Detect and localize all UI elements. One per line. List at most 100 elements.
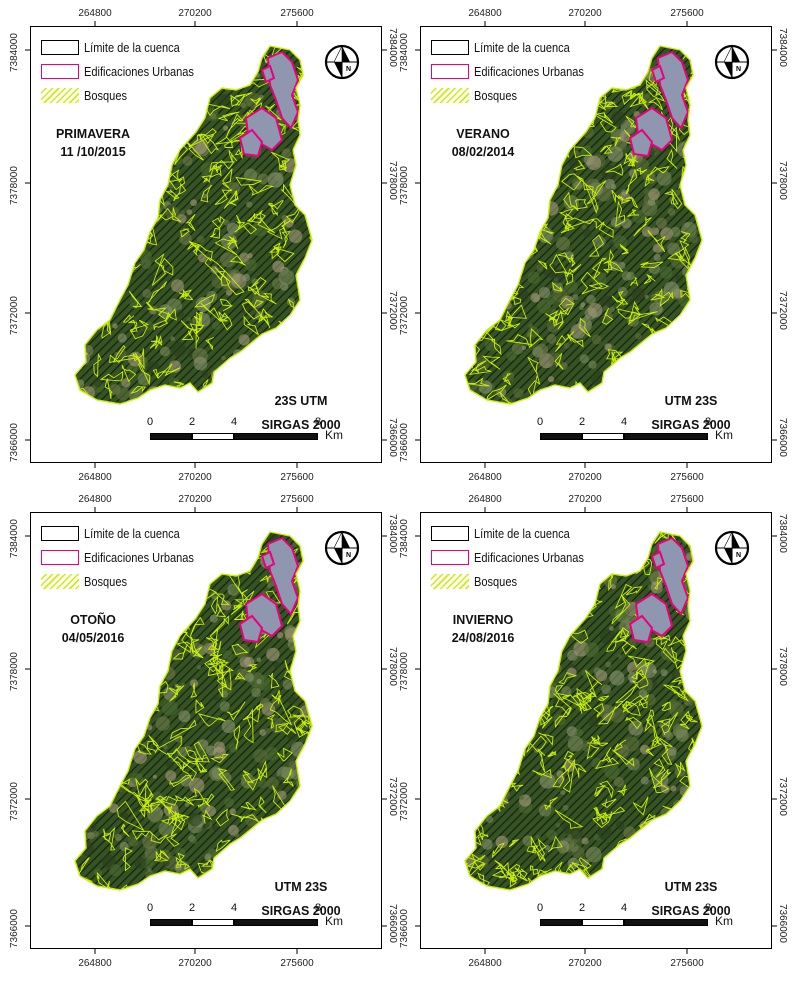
north-label: N xyxy=(736,66,741,73)
scale-label: 2 xyxy=(188,902,196,914)
y-tick-label: 7372000 xyxy=(777,777,788,816)
basin-outline xyxy=(464,45,703,405)
legend-label-urban: Edificaciones Urbanas xyxy=(474,549,584,565)
legend-swatch-forest xyxy=(41,87,79,103)
north-arrow-icon: N xyxy=(324,44,360,80)
legend-label-basin: Límite de la cuenca xyxy=(474,39,570,55)
legend-label-forest: Bosques xyxy=(474,573,518,589)
crs-label: UTM 23S SIRGAS 2000 xyxy=(261,875,340,923)
urban-area xyxy=(266,536,300,616)
x-tick-label: 264800 xyxy=(468,8,502,19)
scale-bar: 0 2 4 8 Km xyxy=(146,416,343,446)
x-tick-label: 275600 xyxy=(670,958,704,969)
north-label: N xyxy=(346,552,351,559)
legend-swatch-basin xyxy=(41,525,79,541)
legend-label-basin: Límite de la cuenca xyxy=(474,525,570,541)
scale-segment xyxy=(582,433,624,440)
x-tick-label: 270200 xyxy=(178,494,212,505)
crs-label: UTM 23S SIRGAS 2000 xyxy=(651,389,730,437)
x-tick-label: 270200 xyxy=(568,472,602,483)
urban-area xyxy=(650,550,666,570)
basin-map: N xyxy=(25,21,387,468)
legend-swatch-forest xyxy=(431,87,469,103)
scale-segment xyxy=(234,919,318,926)
y-tick-label: 7366000 xyxy=(9,909,20,948)
legend-swatch-urban xyxy=(41,63,79,79)
x-tick-label: 275600 xyxy=(670,8,704,19)
basin-map: N xyxy=(25,507,387,954)
legend-item-urban: Edificaciones Urbanas xyxy=(431,59,603,83)
scale-label: 0 xyxy=(536,416,544,428)
north-arrow-icon: N xyxy=(714,530,750,566)
legend-swatch-urban xyxy=(41,549,79,565)
season-name: VERANO xyxy=(456,127,510,141)
basin-map: N xyxy=(415,507,777,954)
crs-label: 23S UTM SIRGAS 2000 xyxy=(261,389,340,437)
map-panel-3: Límite de la cuenca Edificaciones Urbanas… xyxy=(0,486,398,976)
scale-label: 0 xyxy=(146,416,154,428)
urban-area xyxy=(260,550,276,570)
scale-segment xyxy=(234,433,318,440)
legend-item-basin: Límite de la cuenca xyxy=(431,35,603,59)
acquisition-date: 08/02/2014 xyxy=(451,145,515,159)
legend-label-urban: Edificaciones Urbanas xyxy=(84,63,194,79)
crs-datum: SIRGAS 2000 xyxy=(261,904,341,918)
legend-item-basin: Límite de la cuenca xyxy=(431,521,603,545)
crs-zone: UTM 23S xyxy=(664,880,718,894)
x-tick-label: 270200 xyxy=(178,472,212,483)
y-tick-label: 7372000 xyxy=(9,296,20,335)
legend-swatch-urban xyxy=(431,63,469,79)
y-tick-label: 7378000 xyxy=(399,166,410,205)
scale-label: 8 xyxy=(314,902,322,914)
north-arrow-icon: N xyxy=(714,44,750,80)
x-tick-label: 264800 xyxy=(468,958,502,969)
scale-label: 8 xyxy=(704,416,712,428)
north-arrow-icon: N xyxy=(324,530,360,566)
crs-zone: 23S UTM xyxy=(274,394,328,408)
scale-label: 8 xyxy=(704,902,712,914)
legend-label-forest: Bosques xyxy=(84,87,128,103)
y-tick-label: 7372000 xyxy=(9,782,20,821)
crs-label: UTM 23S SIRGAS 2000 xyxy=(651,875,730,923)
legend-label-forest: Bosques xyxy=(84,573,128,589)
y-tick-label: 7378000 xyxy=(399,652,410,691)
crs-zone: UTM 23S xyxy=(664,394,718,408)
urban-area xyxy=(656,536,690,616)
legend-swatch-urban xyxy=(431,549,469,565)
y-tick-label: 7384000 xyxy=(9,519,20,558)
map-legend: Límite de la cuenca Edificaciones Urbanas… xyxy=(41,35,213,107)
legend-item-urban: Edificaciones Urbanas xyxy=(41,545,213,569)
y-tick-label: 7378000 xyxy=(777,161,788,200)
y-tick-label: 7384000 xyxy=(399,33,410,72)
y-tick-label: 7372000 xyxy=(777,291,788,330)
x-tick-label: 270200 xyxy=(568,958,602,969)
season-name: PRIMAVERA xyxy=(55,127,131,141)
scale-segment xyxy=(624,433,708,440)
acquisition-date: 04/05/2016 xyxy=(61,631,125,645)
map-legend: Límite de la cuenca Edificaciones Urbanas… xyxy=(431,35,603,107)
urban-area xyxy=(266,50,300,130)
season-name: OTOÑO xyxy=(70,613,116,627)
north-label: N xyxy=(346,66,351,73)
scale-unit: Km xyxy=(715,428,733,442)
season-label: PRIMAVERA 11 /10/2015 xyxy=(56,125,130,161)
scale-label: 2 xyxy=(578,416,586,428)
north-label: N xyxy=(736,552,741,559)
scale-segment xyxy=(150,433,192,440)
basin-outline xyxy=(74,45,313,405)
scale-unit: Km xyxy=(715,914,733,928)
scale-segment xyxy=(192,433,234,440)
y-tick-label: 7372000 xyxy=(399,782,410,821)
y-tick-label: 7366000 xyxy=(777,904,788,943)
urban-area xyxy=(650,64,666,84)
scale-segment xyxy=(192,919,234,926)
map-panel-2: Límite de la cuenca Edificaciones Urbanas… xyxy=(390,0,788,490)
y-tick-label: 7366000 xyxy=(399,423,410,462)
x-tick-label: 270200 xyxy=(178,958,212,969)
x-tick-label: 264800 xyxy=(468,472,502,483)
urban-area xyxy=(628,128,654,158)
scale-bar: 0 2 4 8 Km xyxy=(147,902,343,932)
legend-swatch-forest xyxy=(41,573,79,589)
crs-datum: SIRGAS 2000 xyxy=(261,418,341,432)
y-tick-label: 7378000 xyxy=(9,652,20,691)
